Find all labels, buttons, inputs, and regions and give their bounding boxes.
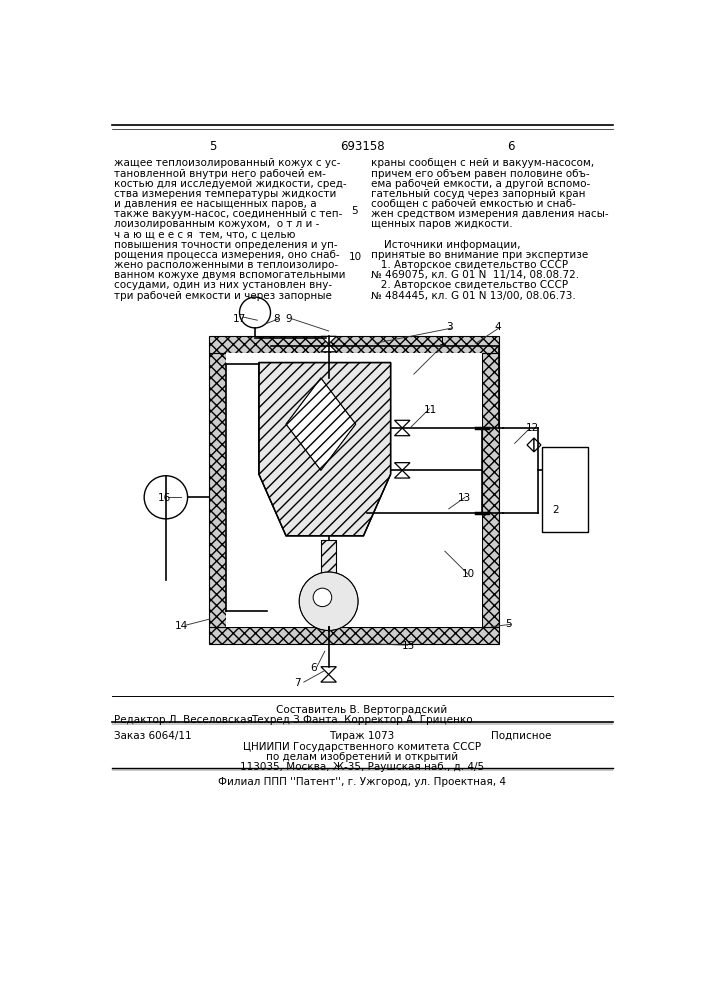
Polygon shape — [395, 420, 410, 428]
Text: 6: 6 — [507, 140, 515, 153]
Text: Составитель В. Вертоградский: Составитель В. Вертоградский — [276, 705, 448, 715]
Circle shape — [299, 572, 358, 631]
Text: 13: 13 — [458, 493, 472, 503]
Polygon shape — [259, 363, 391, 536]
Polygon shape — [395, 470, 410, 478]
Text: № 484445, кл. G 01 N 13/00, 08.06.73.: № 484445, кл. G 01 N 13/00, 08.06.73. — [371, 291, 576, 301]
Text: 2: 2 — [552, 505, 559, 515]
Text: жащее теплоизолированный кожух с ус-: жащее теплоизолированный кожух с ус- — [114, 158, 341, 168]
Polygon shape — [395, 428, 410, 436]
Polygon shape — [542, 447, 588, 532]
Text: костью для исследуемой жидкости, сред-: костью для исследуемой жидкости, сред- — [114, 179, 346, 189]
Polygon shape — [321, 336, 337, 344]
Text: Филиал ППП ''Патент'', г. Ужгород, ул. Проектная, 4: Филиал ППП ''Патент'', г. Ужгород, ул. П… — [218, 777, 506, 787]
Text: 5: 5 — [209, 140, 216, 153]
Polygon shape — [321, 344, 337, 352]
Text: Источники информации,: Источники информации, — [371, 240, 521, 250]
Text: также вакуум-насос, соединенный с теп-: также вакуум-насос, соединенный с теп- — [114, 209, 342, 219]
Text: Техред З.Фанта  Корректор А. Гриценко: Техред З.Фанта Корректор А. Гриценко — [251, 715, 473, 725]
Text: 1: 1 — [438, 337, 445, 347]
Text: повышения точности определения и уп-: повышения точности определения и уп- — [114, 240, 337, 250]
Text: Тираж 1073: Тираж 1073 — [329, 731, 395, 741]
Text: краны сообщен с ней и вакуум-насосом,: краны сообщен с ней и вакуум-насосом, — [371, 158, 595, 168]
Text: 5: 5 — [351, 206, 358, 216]
Text: жен средством измерения давления насы-: жен средством измерения давления насы- — [371, 209, 609, 219]
Text: рощения процесса измерения, оно снаб-: рощения процесса измерения, оно снаб- — [114, 250, 339, 260]
Polygon shape — [482, 353, 499, 627]
Text: 4: 4 — [494, 322, 501, 332]
Text: лоизолированным кожухом,  о т л и -: лоизолированным кожухом, о т л и - — [114, 219, 320, 229]
Polygon shape — [209, 353, 226, 627]
Text: по делам изобретений и открытий: по делам изобретений и открытий — [266, 752, 458, 762]
Text: 8: 8 — [273, 314, 279, 324]
Polygon shape — [527, 438, 534, 452]
Polygon shape — [534, 438, 541, 452]
Polygon shape — [321, 667, 337, 674]
Circle shape — [144, 476, 187, 519]
Text: 11: 11 — [424, 405, 437, 415]
Text: сообщен с рабочей емкостью и снаб-: сообщен с рабочей емкостью и снаб- — [371, 199, 576, 209]
Text: ЦНИИПИ Государственного комитета СССР: ЦНИИПИ Государственного комитета СССР — [243, 742, 481, 752]
Text: 10: 10 — [349, 252, 361, 262]
Text: 5: 5 — [506, 619, 512, 629]
Text: 17: 17 — [233, 314, 246, 324]
Text: тановленной внутри него рабочей ем-: тановленной внутри него рабочей ем- — [114, 169, 326, 179]
Text: ема рабочей емкости, а другой вспомо-: ема рабочей емкости, а другой вспомо- — [371, 179, 590, 189]
Polygon shape — [209, 336, 499, 353]
Text: принятые во внимание при экспертизе: принятые во внимание при экспертизе — [371, 250, 588, 260]
Text: 16: 16 — [158, 493, 171, 503]
Polygon shape — [209, 627, 499, 644]
Text: 3: 3 — [446, 322, 453, 332]
Text: жено расположенными в теплоизолиро-: жено расположенными в теплоизолиро- — [114, 260, 338, 270]
Text: Редактор Л. Веселовская: Редактор Л. Веселовская — [114, 715, 253, 725]
Polygon shape — [286, 378, 356, 470]
Text: ванном кожухе двумя вспомогательными: ванном кожухе двумя вспомогательными — [114, 270, 346, 280]
Text: 7: 7 — [293, 678, 300, 688]
Polygon shape — [395, 463, 410, 470]
Text: 10: 10 — [462, 569, 475, 579]
Text: и давления ее насыщенных паров, а: и давления ее насыщенных паров, а — [114, 199, 317, 209]
Text: № 469075, кл. G 01 N  11/14, 08.08.72.: № 469075, кл. G 01 N 11/14, 08.08.72. — [371, 270, 579, 280]
Text: причем его объем равен половине объ-: причем его объем равен половине объ- — [371, 169, 590, 179]
Text: 2. Авторское свидетельство СССР: 2. Авторское свидетельство СССР — [371, 280, 568, 290]
Text: 1. Авторское свидетельство СССР: 1. Авторское свидетельство СССР — [371, 260, 568, 270]
Text: 9: 9 — [285, 314, 292, 324]
Text: Заказ 6064/11: Заказ 6064/11 — [114, 731, 192, 741]
Polygon shape — [226, 353, 482, 627]
Text: ч а ю щ е е с я  тем, что, с целью: ч а ю щ е е с я тем, что, с целью — [114, 230, 296, 240]
Text: 6: 6 — [310, 663, 317, 673]
Text: 12: 12 — [525, 423, 539, 433]
Polygon shape — [321, 674, 337, 682]
Text: 113035, Москва, Ж-35, Раушская наб., д. 4/5: 113035, Москва, Ж-35, Раушская наб., д. … — [240, 762, 484, 772]
Text: 15: 15 — [402, 641, 416, 651]
Circle shape — [240, 297, 271, 328]
Text: 14: 14 — [175, 621, 189, 631]
Text: гательный сосуд через запорный кран: гательный сосуд через запорный кран — [371, 189, 586, 199]
Text: ства измерения температуры жидкости: ства измерения температуры жидкости — [114, 189, 337, 199]
Text: три рабочей емкости и через запорные: три рабочей емкости и через запорные — [114, 291, 332, 301]
Text: Подписное: Подписное — [491, 731, 551, 741]
Circle shape — [313, 588, 332, 607]
Text: 693158: 693158 — [339, 140, 385, 153]
Text: сосудами, один из них установлен вну-: сосудами, один из них установлен вну- — [114, 280, 332, 290]
Text: щенных паров жидкости.: щенных паров жидкости. — [371, 219, 513, 229]
Polygon shape — [321, 540, 337, 574]
